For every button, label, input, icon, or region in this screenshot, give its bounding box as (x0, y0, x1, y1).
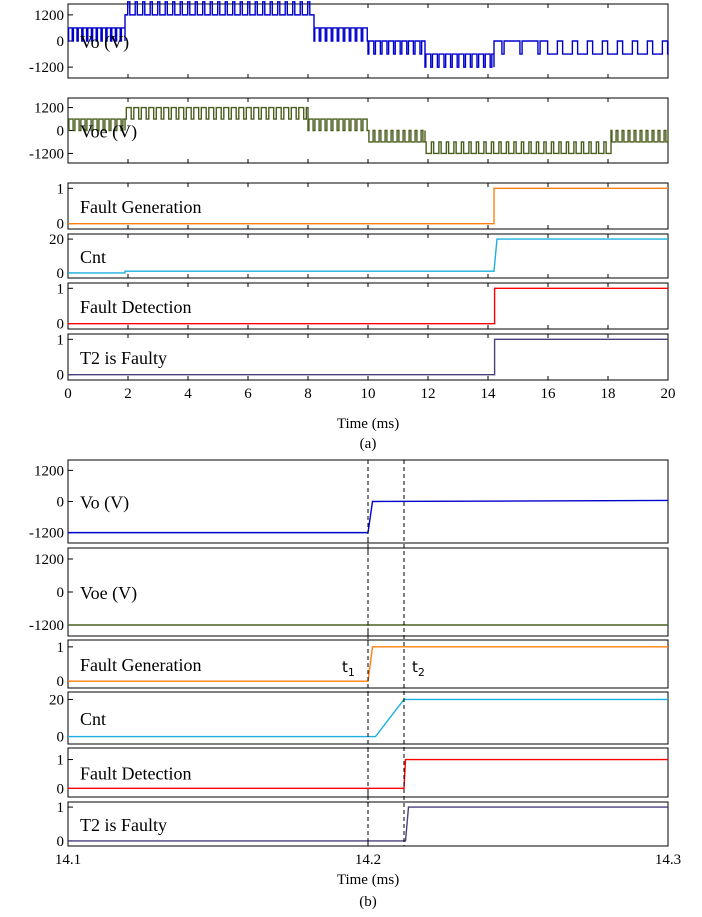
fig-a-xtick-label: 4 (184, 386, 192, 402)
fig-b-trace-vo-v (68, 499, 669, 534)
fig-b-trace-t2-is-faulty (68, 806, 668, 842)
fig-b-subplot-3-label: Fault Generation (80, 655, 201, 675)
fig-a-subplot-4-ytick-label: 20 (49, 232, 64, 248)
figure-b-xlabel: Time (ms) (337, 872, 399, 888)
fig-b-subplot-1-ytick-label: 1200 (34, 463, 64, 479)
fig-b-subplot-2-ytick-label: 1200 (34, 552, 64, 568)
fig-a-subplot-2-label: Voe (V) (80, 122, 137, 143)
fig-b-subplot-1: 1200 0 -1200 Vo (V) (29, 459, 669, 544)
figure-a-caption: (a) (360, 436, 377, 452)
fig-a-subplot-5: 1 0 Fault Detection (57, 281, 669, 333)
fig-a-subplot-1-ytick-label: 0 (57, 34, 65, 50)
fig-b-subplot-1-ytick-label: 0 (57, 495, 65, 511)
fig-b-xtick-label: 14.1 (55, 852, 81, 868)
fig-a-xtick-label: 10 (361, 386, 376, 402)
fig-b-subplot-5: 1 0 Fault Detection (57, 747, 669, 798)
fig-a-subplot-1-ytick-label: 1200 (34, 8, 64, 24)
fig-a-subplot-6: 1 0 T2 is Faulty (57, 332, 669, 384)
fig-b-subplot-4-ytick-label: 20 (49, 692, 64, 708)
fig-a-trace-vo-v (67, 1, 669, 68)
fig-a-subplot-3-ytick-label: 0 (57, 217, 65, 233)
fig-b-subplot-3: 1 0 Fault Generation (57, 639, 669, 690)
fig-a-subplot-6-ytick-label: 0 (57, 368, 65, 384)
fig-a-xtick-label: 2 (124, 386, 132, 402)
fig-a-subplot-2-ytick-label: 0 (57, 124, 65, 140)
fig-a-xtick-label: 16 (541, 386, 557, 402)
figure-b-caption: (b) (359, 894, 377, 910)
fig-b-subplot-5-ytick-label: 1 (57, 753, 65, 769)
fig-a-subplot-1-label: Vo (V) (80, 32, 129, 53)
fig-a-subplot-5-ytick-label: 0 (57, 317, 65, 333)
fig-a-subplot-4-label: Cnt (80, 247, 106, 267)
fig-b-subplot-5-ytick-label: 0 (57, 781, 65, 797)
fig-a-trace-t2-is-faulty (68, 338, 668, 376)
fig-b-trace-fault-detection (68, 758, 668, 790)
fig-a-xtick-label: 14 (481, 386, 497, 402)
fig-b-marker-label-t2: t2 (412, 658, 425, 679)
fig-a-subplot-1-ytick-label: -1200 (29, 60, 64, 76)
fig-a-subplot-2-ytick-label: 1200 (34, 101, 64, 117)
fig-b-subplot-2-ytick-label: 0 (57, 585, 65, 601)
fig-b-subplot-2-ytick-label: -1200 (29, 618, 64, 634)
fig-a-xtick-label: 6 (244, 386, 252, 402)
figure-a-xlabel: Time (ms) (337, 416, 399, 432)
fig-b-subplot-3-ytick-label: 0 (57, 674, 65, 690)
fig-b-subplot-6-label: T2 is Faulty (80, 815, 167, 835)
fig-b-marker-label-t1: t1 (342, 658, 355, 679)
fig-b-subplot-1-ytick-label: -1200 (29, 526, 64, 542)
fig-b-trace-fault-generation (68, 646, 668, 682)
fig-a-subplot-4: 20 0 Cnt (49, 232, 669, 282)
fig-a-subplot-6-ytick-label: 1 (57, 332, 65, 348)
fig-a-subplot-3-ytick-label: 1 (57, 181, 65, 197)
fig-b-subplot-2-label: Voe (V) (80, 583, 137, 604)
fig-a-xtick-label: 20 (661, 386, 676, 402)
fig-a-subplot-5-ytick-label: 1 (57, 281, 65, 297)
fig-a-xtick-label: 18 (601, 386, 616, 402)
fig-a-xtick-label: 8 (304, 386, 312, 402)
fig-a-trace-fault-generation (68, 187, 668, 225)
fig-b-subplot-4: 20 0 Cnt (49, 691, 669, 746)
fig-a-trace-cnt (68, 238, 668, 274)
fig-b-subplot-6-ytick-label: 0 (57, 834, 65, 850)
fig-a-subplot-2: 1200 0 -1200 Voe (V) (29, 97, 669, 164)
fig-b-subplot-4-label: Cnt (80, 709, 106, 729)
fig-a-subplot-2-ytick-label: -1200 (29, 146, 64, 162)
fig-a-xtick-label: 0 (64, 386, 72, 402)
fig-b-subplot-5-label: Fault Detection (80, 764, 191, 784)
fig-b-xtick-label: 14.3 (655, 852, 681, 868)
fig-a-xtick-label: 12 (421, 386, 436, 402)
fig-b-subplot-2: 1200 0 -1200 Voe (V) (29, 547, 669, 637)
fig-a-subplot-6-label: T2 is Faulty (80, 348, 167, 368)
fig-b-subplot-6: 1 0 T2 is Faulty (57, 800, 669, 850)
fig-b-subplot-3-ytick-label: 1 (57, 640, 65, 656)
fig-b-xtick-label: 14.2 (355, 852, 381, 868)
fig-b-subplot-1-label: Vo (V) (80, 493, 129, 514)
fig-b-trace-cnt (68, 698, 668, 738)
fig-a-subplot-3-label: Fault Generation (80, 197, 201, 217)
fig-a-trace-voe-v (68, 106, 669, 155)
fig-a-subplot-5-label: Fault Detection (80, 297, 191, 317)
fig-a-trace-fault-detection (68, 287, 668, 325)
fig-b-subplot-6-ytick-label: 1 (57, 800, 65, 816)
fig-a-subplot-1: 1200 0 -1200 Vo (V) (29, 1, 669, 79)
fig-a-subplot-4-ytick-label: 0 (57, 266, 65, 282)
fig-b-subplot-4-ytick-label: 0 (57, 730, 65, 746)
fig-a-subplot-3: 1 0 Fault Generation (57, 181, 669, 233)
